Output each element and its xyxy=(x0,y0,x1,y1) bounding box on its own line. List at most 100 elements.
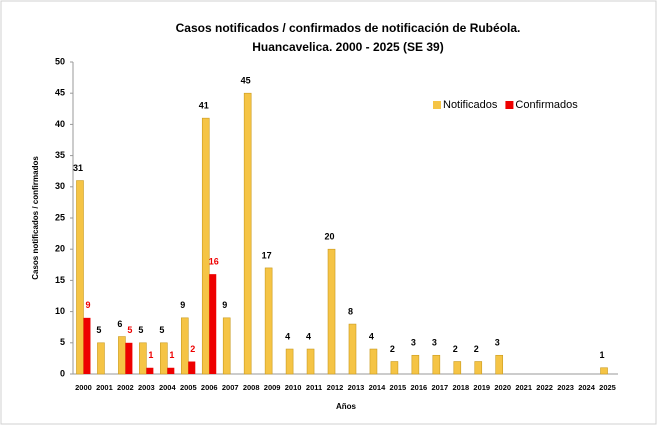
x-tick-label: 2011 xyxy=(306,383,322,392)
x-tick-label: 2005 xyxy=(180,383,197,392)
data-label: 16 xyxy=(209,257,219,267)
data-label: 2 xyxy=(474,344,479,354)
data-label: 1 xyxy=(148,350,153,360)
legend-label: Notificados xyxy=(443,99,498,111)
data-label: 1 xyxy=(600,350,605,360)
y-tick-label: 5 xyxy=(60,337,65,347)
y-tick-label: 0 xyxy=(60,368,65,378)
data-label: 3 xyxy=(432,338,437,348)
y-axis-label: Casos notificados / confirmados xyxy=(31,156,40,280)
data-label: 5 xyxy=(138,325,143,335)
bar xyxy=(432,354,441,375)
data-label: 4 xyxy=(285,331,290,341)
legend-swatch xyxy=(505,101,514,109)
bar xyxy=(306,348,315,375)
x-tick-label: 2002 xyxy=(117,383,134,392)
data-label: 3 xyxy=(495,338,500,348)
data-label: 8 xyxy=(348,306,353,316)
bar xyxy=(453,361,462,375)
bar xyxy=(348,323,357,375)
x-tick-label: 2012 xyxy=(327,383,344,392)
y-tick-label: 45 xyxy=(55,88,65,98)
x-tick-label: 2001 xyxy=(96,383,113,392)
data-label: 2 xyxy=(453,344,458,354)
bar xyxy=(76,180,84,375)
x-tick-label: 2018 xyxy=(452,383,469,392)
bar xyxy=(243,92,252,375)
legend-swatch xyxy=(433,101,441,109)
bar xyxy=(264,267,273,375)
bar xyxy=(327,248,336,375)
bar xyxy=(222,317,231,375)
legend-label: Confirmados xyxy=(515,99,578,111)
bar xyxy=(201,117,210,375)
data-label: 1 xyxy=(169,350,174,360)
data-label: 4 xyxy=(369,331,374,341)
data-label: 5 xyxy=(127,325,132,335)
y-tick-label: 50 xyxy=(55,56,65,66)
data-label: 6 xyxy=(117,319,122,329)
bar xyxy=(390,361,399,375)
bar xyxy=(188,361,196,374)
x-tick-label: 2015 xyxy=(390,383,407,392)
x-tick-label: 2021 xyxy=(515,383,532,392)
data-label: 5 xyxy=(96,325,101,335)
data-label: 3 xyxy=(411,338,416,348)
x-tick-label: 2007 xyxy=(222,383,239,392)
data-label: 4 xyxy=(306,331,311,341)
data-label: 31 xyxy=(73,163,83,173)
y-tick-label: 30 xyxy=(55,181,65,191)
x-tick-label: 2023 xyxy=(557,383,574,392)
x-tick-label: 2022 xyxy=(536,383,553,392)
bar xyxy=(180,317,189,375)
bar xyxy=(139,342,147,375)
data-label: 5 xyxy=(159,325,164,335)
bar xyxy=(411,354,420,375)
bar xyxy=(474,361,483,375)
bar xyxy=(125,342,133,374)
bar xyxy=(167,367,175,374)
x-tick-label: 2000 xyxy=(75,383,92,392)
x-tick-label: 2009 xyxy=(264,383,281,392)
y-tick-label: 15 xyxy=(55,275,65,285)
bar xyxy=(83,317,91,374)
data-label: 45 xyxy=(241,76,251,86)
x-tick-label: 2019 xyxy=(473,383,490,392)
x-tick-label: 2006 xyxy=(201,383,218,392)
x-axis-label: Años xyxy=(336,402,357,411)
bar xyxy=(209,274,217,374)
bar xyxy=(160,342,168,375)
y-tick-label: 25 xyxy=(55,212,65,222)
data-label: 20 xyxy=(325,232,335,242)
chart-title: Casos notificados / confirmados de notif… xyxy=(176,21,521,35)
y-tick-label: 35 xyxy=(55,150,65,160)
x-tick-label: 2024 xyxy=(578,383,596,392)
data-label: 9 xyxy=(85,300,90,310)
x-tick-label: 2003 xyxy=(138,383,155,392)
bar xyxy=(97,342,105,375)
bar xyxy=(285,348,294,375)
data-label: 2 xyxy=(190,344,195,354)
bar xyxy=(600,367,608,375)
y-tick-label: 10 xyxy=(55,306,65,316)
data-label: 9 xyxy=(222,300,227,310)
bar xyxy=(495,354,504,375)
data-label: 41 xyxy=(199,101,209,111)
y-tick-label: 20 xyxy=(55,244,65,254)
bar xyxy=(118,336,126,375)
x-tick-label: 2020 xyxy=(494,383,511,392)
data-label: 9 xyxy=(180,300,185,310)
y-tick-label: 40 xyxy=(55,119,65,129)
x-tick-label: 2014 xyxy=(369,383,387,392)
data-label: 17 xyxy=(262,250,272,260)
x-tick-label: 2008 xyxy=(243,383,260,392)
x-tick-label: 2010 xyxy=(285,383,302,392)
x-tick-label: 2017 xyxy=(431,383,448,392)
x-tick-label: 2025 xyxy=(599,383,616,392)
chart-subtitle: Huancavelica. 2000 - 2025 (SE 39) xyxy=(252,40,443,54)
data-label: 2 xyxy=(390,344,395,354)
x-tick-label: 2013 xyxy=(348,383,365,392)
x-tick-label: 2004 xyxy=(159,383,177,392)
bar xyxy=(369,348,378,375)
